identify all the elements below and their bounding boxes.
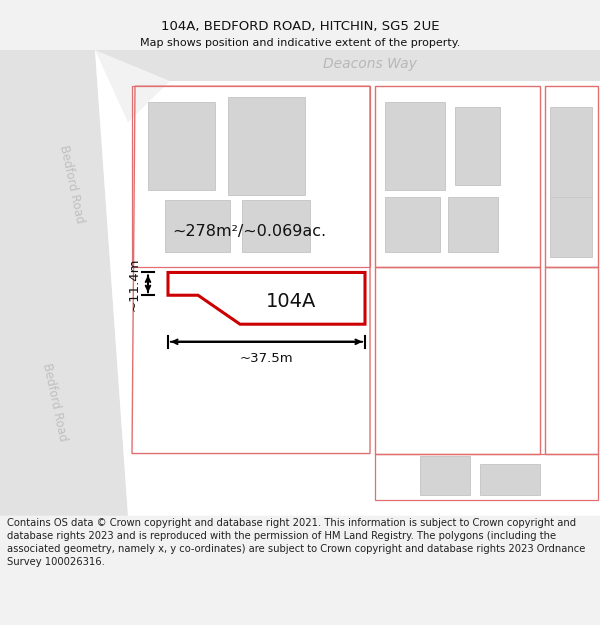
Polygon shape — [550, 107, 592, 200]
Polygon shape — [385, 102, 445, 189]
Polygon shape — [95, 50, 600, 516]
Text: ~278m²/~0.069ac.: ~278m²/~0.069ac. — [172, 224, 326, 239]
Text: Contains OS data © Crown copyright and database right 2021. This information is : Contains OS data © Crown copyright and d… — [7, 518, 586, 567]
Text: Deacons Way: Deacons Way — [323, 58, 417, 71]
Polygon shape — [165, 200, 230, 252]
Polygon shape — [242, 200, 310, 252]
Text: Map shows position and indicative extent of the property.: Map shows position and indicative extent… — [140, 38, 460, 48]
Polygon shape — [420, 456, 470, 495]
Polygon shape — [168, 272, 365, 324]
Text: 104A, BEDFORD ROAD, HITCHIN, SG5 2UE: 104A, BEDFORD ROAD, HITCHIN, SG5 2UE — [161, 21, 439, 33]
Polygon shape — [448, 197, 498, 252]
Polygon shape — [455, 107, 500, 184]
Polygon shape — [550, 197, 592, 257]
Polygon shape — [0, 50, 128, 516]
Polygon shape — [148, 102, 215, 189]
Text: 104A: 104A — [266, 292, 317, 311]
Text: Bedford Road: Bedford Road — [40, 361, 70, 442]
Polygon shape — [228, 96, 305, 195]
Polygon shape — [480, 464, 540, 495]
Polygon shape — [385, 197, 440, 252]
Polygon shape — [95, 50, 600, 81]
Text: ~11.4m: ~11.4m — [128, 257, 140, 311]
Text: ~37.5m: ~37.5m — [239, 352, 293, 365]
Text: Bedford Road: Bedford Road — [58, 144, 86, 225]
